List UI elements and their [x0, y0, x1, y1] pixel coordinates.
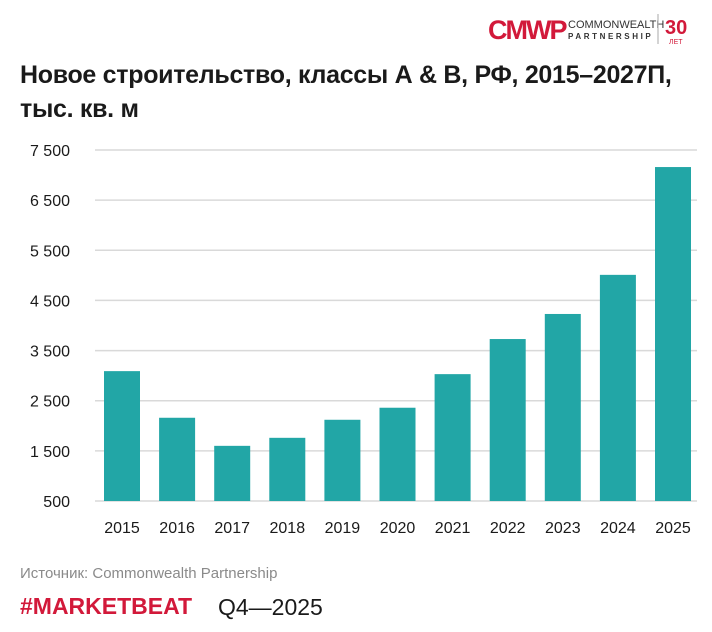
bar-2019 — [324, 419, 361, 501]
y-tick-label: 6 500 — [30, 193, 70, 210]
bar-2020 — [379, 407, 416, 501]
bar-2022 — [489, 339, 526, 501]
bar-2024 — [599, 274, 636, 501]
x-tick-label: 2022 — [490, 520, 526, 537]
chart-title: Новое строительство, классы А & В, РФ, 2… — [20, 61, 672, 123]
x-tick-label: 2025 — [655, 520, 691, 537]
y-tick-label: 500 — [43, 494, 70, 511]
svg-text:PARTNERSHIP: PARTNERSHIP — [568, 32, 653, 41]
bar-2018 — [269, 437, 306, 501]
x-tick-label: 2019 — [325, 520, 361, 537]
x-tick-label: 2020 — [380, 520, 416, 537]
y-tick-label: 5 500 — [30, 243, 70, 260]
period-label: Q4—2025 — [218, 594, 323, 620]
x-tick-label: 2016 — [159, 520, 195, 537]
bar-chart: 500 1 500 2 500 3 500 4 500 5 500 6 500 7 500 20… — [30, 143, 697, 537]
x-tick-label: 2017 — [214, 520, 250, 537]
logo: CMWP COMMONWEALTH PARTNERSHIP 30 ЛЕТ — [488, 12, 698, 46]
y-tick-label: 3 500 — [30, 344, 70, 361]
bar-2021 — [434, 374, 471, 501]
source-note: Источник: Commonwealth Partnership — [20, 565, 278, 582]
bar-2025 — [655, 167, 691, 501]
bar-2015 — [104, 371, 140, 501]
brand-label: #MARKETBEAT — [20, 593, 193, 619]
svg-text:COMMONWEALTH: COMMONWEALTH — [568, 19, 664, 31]
x-tick-label: 2015 — [104, 520, 140, 537]
x-tick-label: 2018 — [270, 520, 306, 537]
bar-2016 — [159, 417, 196, 501]
x-tick-label: 2024 — [600, 520, 636, 537]
bar-2017 — [214, 445, 251, 501]
svg-text:ЛЕТ: ЛЕТ — [669, 39, 683, 46]
y-tick-label: 1 500 — [30, 444, 70, 461]
x-tick-label: 2021 — [435, 520, 471, 537]
svg-text:CMWP: CMWP — [488, 15, 567, 45]
svg-text:30: 30 — [665, 17, 687, 39]
bar-2023 — [544, 313, 581, 501]
x-tick-label: 2023 — [545, 520, 581, 537]
y-tick-label: 7 500 — [30, 143, 70, 160]
y-tick-label: 4 500 — [30, 293, 70, 310]
y-tick-label: 2 500 — [30, 394, 70, 411]
